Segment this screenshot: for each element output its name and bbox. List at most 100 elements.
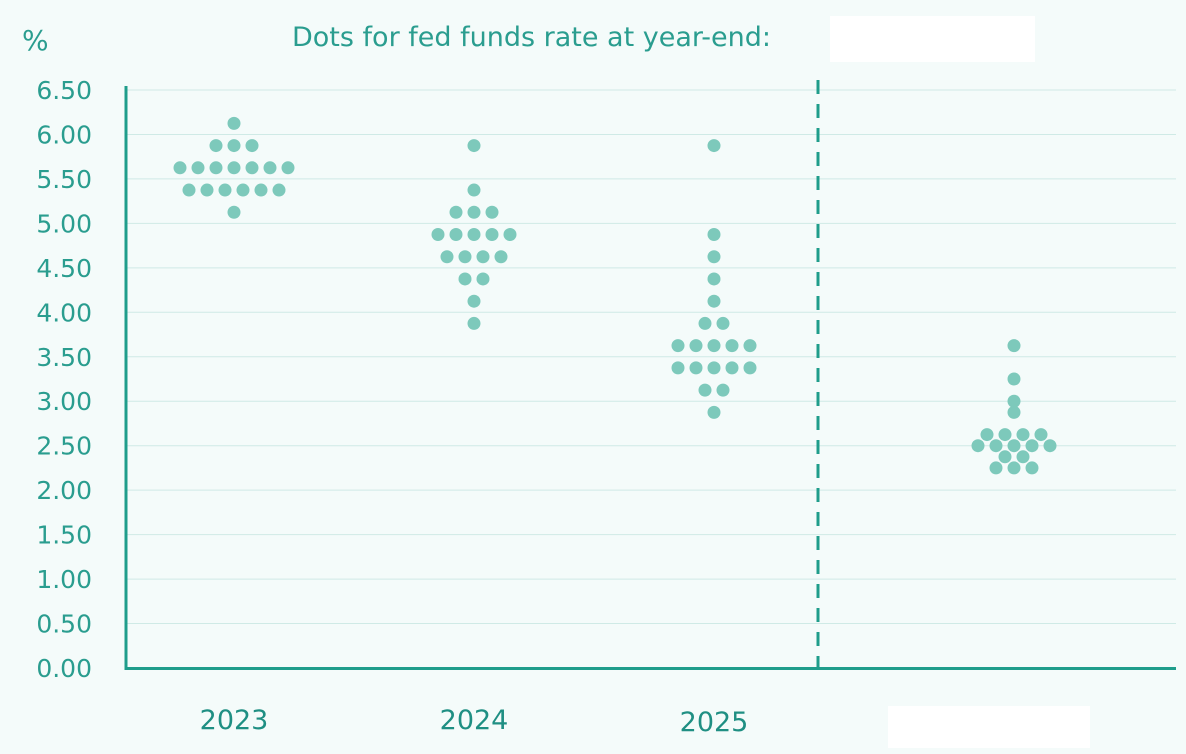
- rate-dot: [743, 361, 757, 375]
- y-tick-label: 1.50: [36, 521, 92, 550]
- rate-dot: [449, 205, 463, 219]
- rate-dot: [998, 450, 1012, 464]
- rate-dot: [707, 228, 721, 241]
- rate-dot: [1043, 439, 1057, 453]
- rate-dot: [698, 383, 712, 397]
- rate-dot: [209, 139, 223, 153]
- rate-dot: [485, 228, 499, 241]
- x-category-label: 2024: [440, 705, 509, 736]
- rate-dot: [245, 161, 259, 175]
- y-tick-label: 6.00: [36, 120, 92, 149]
- rate-dot: [707, 294, 721, 308]
- rate-dot: [980, 428, 994, 442]
- rate-dot: [263, 161, 277, 175]
- rate-dot: [671, 339, 685, 353]
- y-tick-label: 0.00: [36, 654, 92, 683]
- rate-dot: [1034, 428, 1048, 442]
- rate-dot: [1025, 461, 1039, 475]
- x-category-label: 2025: [680, 707, 749, 738]
- rate-dot: [707, 272, 721, 286]
- rate-dot: [707, 405, 721, 419]
- y-tick-label: 5.00: [36, 209, 92, 238]
- x-axis-categories: 2023 2024 2025: [200, 705, 749, 738]
- rate-dot: [698, 316, 712, 330]
- y-tick-label: 4.00: [36, 298, 92, 327]
- rate-dot: [716, 316, 730, 330]
- rate-dot: [467, 205, 481, 219]
- y-tick-label: 2.50: [36, 432, 92, 461]
- rate-dot: [494, 250, 508, 264]
- rate-dot: [707, 339, 721, 353]
- rate-dot: [1007, 405, 1021, 419]
- y-tick-label: 1.00: [36, 565, 92, 594]
- rate-dot: [1025, 439, 1039, 453]
- rate-dot: [254, 183, 268, 197]
- rate-dot: [989, 439, 1003, 453]
- rate-dot: [467, 183, 481, 197]
- title-redaction-box: [830, 16, 1035, 62]
- rate-dot: [467, 139, 481, 153]
- rate-dot: [671, 361, 685, 375]
- rate-dot: [440, 250, 454, 264]
- rate-dot: [725, 361, 739, 375]
- rate-dot: [449, 228, 463, 241]
- rate-dot: [227, 205, 241, 219]
- x-category-label: 2023: [200, 705, 269, 736]
- rate-dot: [998, 428, 1012, 442]
- rate-dot: [227, 161, 241, 175]
- rate-dot: [707, 250, 721, 264]
- rate-dot: [182, 183, 196, 197]
- rate-dot: [1007, 461, 1021, 475]
- rate-dot: [1016, 428, 1030, 442]
- rate-dot: [173, 161, 187, 175]
- rate-dot: [281, 161, 295, 175]
- dot-group: [431, 139, 517, 330]
- y-tick-label: 2.00: [36, 476, 92, 505]
- rate-dot: [245, 139, 259, 153]
- rate-dot: [989, 461, 1003, 475]
- rate-dot: [431, 228, 445, 241]
- rate-dot: [200, 183, 214, 197]
- dot-group: [971, 339, 1057, 475]
- rate-dot: [476, 250, 490, 264]
- rate-dot: [218, 183, 232, 197]
- rate-dot: [971, 439, 985, 453]
- rate-dot: [458, 250, 472, 264]
- rate-dot: [227, 116, 241, 130]
- rate-dot: [272, 183, 286, 197]
- y-axis-ticks: 0.00 0.50 1.00 1.50 2.00 2.50 3.00 3.50 4.00 4.50…: [36, 76, 92, 683]
- rate-dot: [689, 361, 703, 375]
- dot-group: [671, 139, 757, 419]
- rate-dot: [458, 272, 472, 286]
- rate-dot: [743, 339, 757, 353]
- rate-dot: [707, 361, 721, 375]
- y-tick-label: 4.50: [36, 254, 92, 283]
- y-tick-label: 3.50: [36, 343, 92, 372]
- rate-dot: [1007, 439, 1021, 453]
- y-tick-label: 0.50: [36, 610, 92, 639]
- rate-dot: [209, 161, 223, 175]
- rate-dot: [191, 161, 205, 175]
- rate-dot: [689, 339, 703, 353]
- rate-dot: [467, 316, 481, 330]
- dot-groups: [173, 116, 1057, 475]
- rate-dot: [485, 205, 499, 219]
- y-tick-label: 6.50: [36, 76, 92, 105]
- rate-dot: [467, 228, 481, 241]
- rate-dot: [1007, 372, 1021, 386]
- dot-group: [173, 116, 295, 219]
- rate-dot: [467, 294, 481, 308]
- rate-dot: [236, 183, 250, 197]
- rate-dot: [716, 383, 730, 397]
- chart-title: Dots for fed funds rate at year-end:: [292, 22, 771, 53]
- y-axis-unit-label: %: [22, 24, 49, 57]
- rate-dot: [725, 339, 739, 353]
- rate-dot: [1016, 450, 1030, 464]
- y-tick-label: 5.50: [36, 165, 92, 194]
- rate-dot: [1007, 339, 1021, 353]
- rate-dot: [227, 139, 241, 153]
- y-tick-label: 3.00: [36, 387, 92, 416]
- gridlines: [126, 89, 1176, 625]
- rate-dot: [476, 272, 490, 286]
